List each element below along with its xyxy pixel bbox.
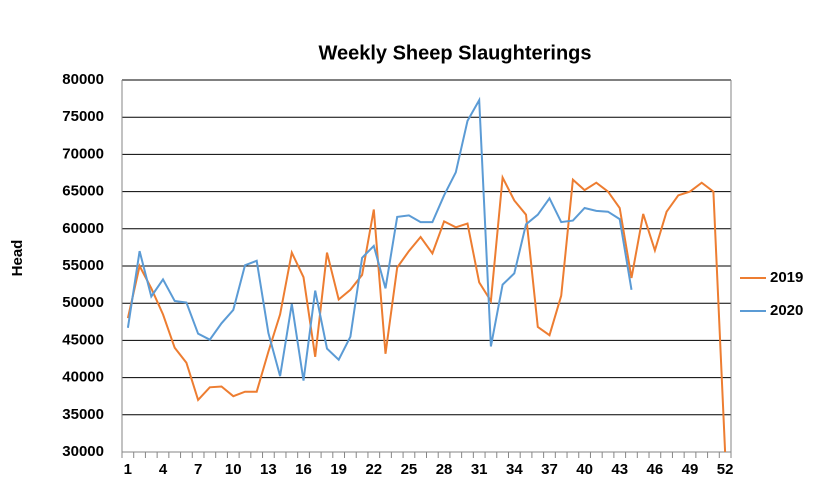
x-tick-label: 49	[682, 461, 699, 478]
x-tick-label: 34	[506, 461, 523, 478]
y-tick-label: 75000	[62, 108, 104, 125]
x-tick-label: 40	[576, 461, 593, 478]
legend-label: 2019	[770, 269, 803, 286]
legend-label: 2020	[770, 302, 803, 319]
x-tick-label: 46	[647, 461, 664, 478]
x-tick-label: 13	[260, 461, 277, 478]
y-tick-label: 45000	[62, 331, 104, 348]
x-tick-label: 52	[717, 461, 734, 478]
x-tick-label: 1	[124, 461, 132, 478]
y-tick-label: 50000	[62, 294, 104, 311]
x-tick-label: 4	[159, 461, 168, 478]
series-line	[126, 96, 633, 381]
y-tick-label: 80000	[62, 71, 104, 88]
y-tick-label: 60000	[62, 220, 104, 237]
series-line	[126, 173, 727, 453]
x-tick-label: 43	[611, 461, 628, 478]
y-tick-label: 70000	[62, 145, 104, 162]
x-tick-label: 28	[436, 461, 453, 478]
y-tick-label: 30000	[62, 443, 104, 460]
y-axis-label: Head	[9, 240, 26, 277]
y-tick-label: 65000	[62, 183, 104, 200]
x-tick-label: 19	[330, 461, 347, 478]
y-tick-label: 40000	[62, 369, 104, 386]
x-tick-label: 22	[365, 461, 382, 478]
x-tick-label: 37	[541, 461, 558, 478]
x-tick-label: 25	[401, 461, 418, 478]
x-tick-label: 10	[225, 461, 242, 478]
y-tick-label: 55000	[62, 257, 104, 274]
x-tick-label: 31	[471, 461, 488, 478]
y-tick-label: 35000	[62, 406, 104, 423]
x-tick-label: 16	[295, 461, 312, 478]
chart-title: Weekly Sheep Slaughterings	[318, 42, 591, 64]
x-tick-label: 7	[194, 461, 202, 478]
